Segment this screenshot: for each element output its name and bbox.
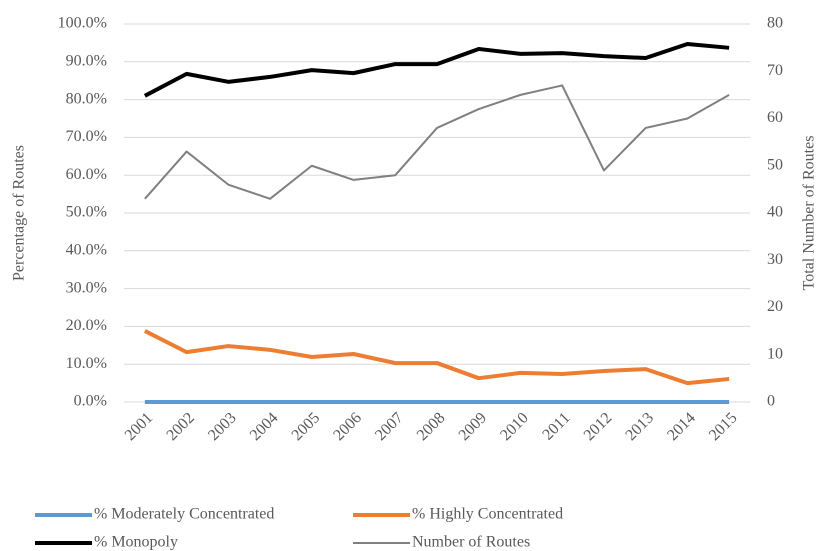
x-tick-label: 2009: [456, 409, 491, 444]
y2-tick-label: 50: [767, 156, 783, 173]
y2-tick-label: 0: [767, 393, 775, 410]
y-tick-label: 20.0%: [66, 317, 107, 334]
y-tick-label: 0.0%: [74, 393, 107, 410]
y-tick-label: 10.0%: [66, 355, 107, 372]
x-tick-label: 2010: [497, 409, 532, 444]
x-tick-label: 2006: [330, 409, 365, 444]
x-tick-label: 2014: [664, 409, 699, 444]
y2-tick-label: 40: [767, 204, 783, 221]
y-tick-label: 30.0%: [66, 279, 107, 296]
y-tick-label: 80.0%: [66, 90, 107, 107]
y-axis-title: Percentage of Routes: [11, 145, 28, 281]
x-tick-label: 2013: [622, 409, 657, 444]
y2-tick-label: 20: [767, 298, 783, 315]
x-tick-label: 2005: [289, 409, 324, 444]
y2-tick-label: 80: [767, 15, 783, 32]
series-line: [144, 84, 730, 200]
x-tick-label: 2008: [414, 409, 449, 444]
y2-axis-title: Total Number of Routes: [801, 136, 818, 291]
x-tick-label: 2015: [706, 409, 741, 444]
legend-label: % Highly Concentrated: [412, 506, 563, 523]
x-tick-label: 2001: [122, 409, 157, 444]
y-tick-label: 60.0%: [66, 166, 107, 183]
x-tick-label: 2004: [247, 409, 282, 444]
legend-label: Number of Routes: [412, 534, 530, 551]
legend-label: % Moderately Concentrated: [94, 506, 274, 523]
legend-label: % Monopoly: [94, 534, 178, 551]
y-tick-label: 90.0%: [66, 52, 107, 69]
y2-tick-label: 30: [767, 251, 783, 268]
y2-tick-label: 60: [767, 109, 783, 126]
y-tick-label: 50.0%: [66, 204, 107, 221]
y-tick-label: 100.0%: [58, 15, 107, 32]
x-tick-label: 2003: [205, 409, 240, 444]
x-tick-label: 2002: [163, 409, 198, 444]
series-line: [143, 42, 730, 98]
y-tick-label: 40.0%: [66, 241, 107, 258]
y2-tick-label: 70: [767, 62, 783, 79]
x-tick-label: 2011: [539, 409, 573, 443]
x-tick-label: 2012: [581, 409, 616, 444]
x-tick-label: 2007: [372, 409, 407, 444]
y2-tick-label: 10: [767, 345, 783, 362]
series-line: [143, 329, 730, 386]
y-tick-label: 70.0%: [66, 128, 107, 145]
